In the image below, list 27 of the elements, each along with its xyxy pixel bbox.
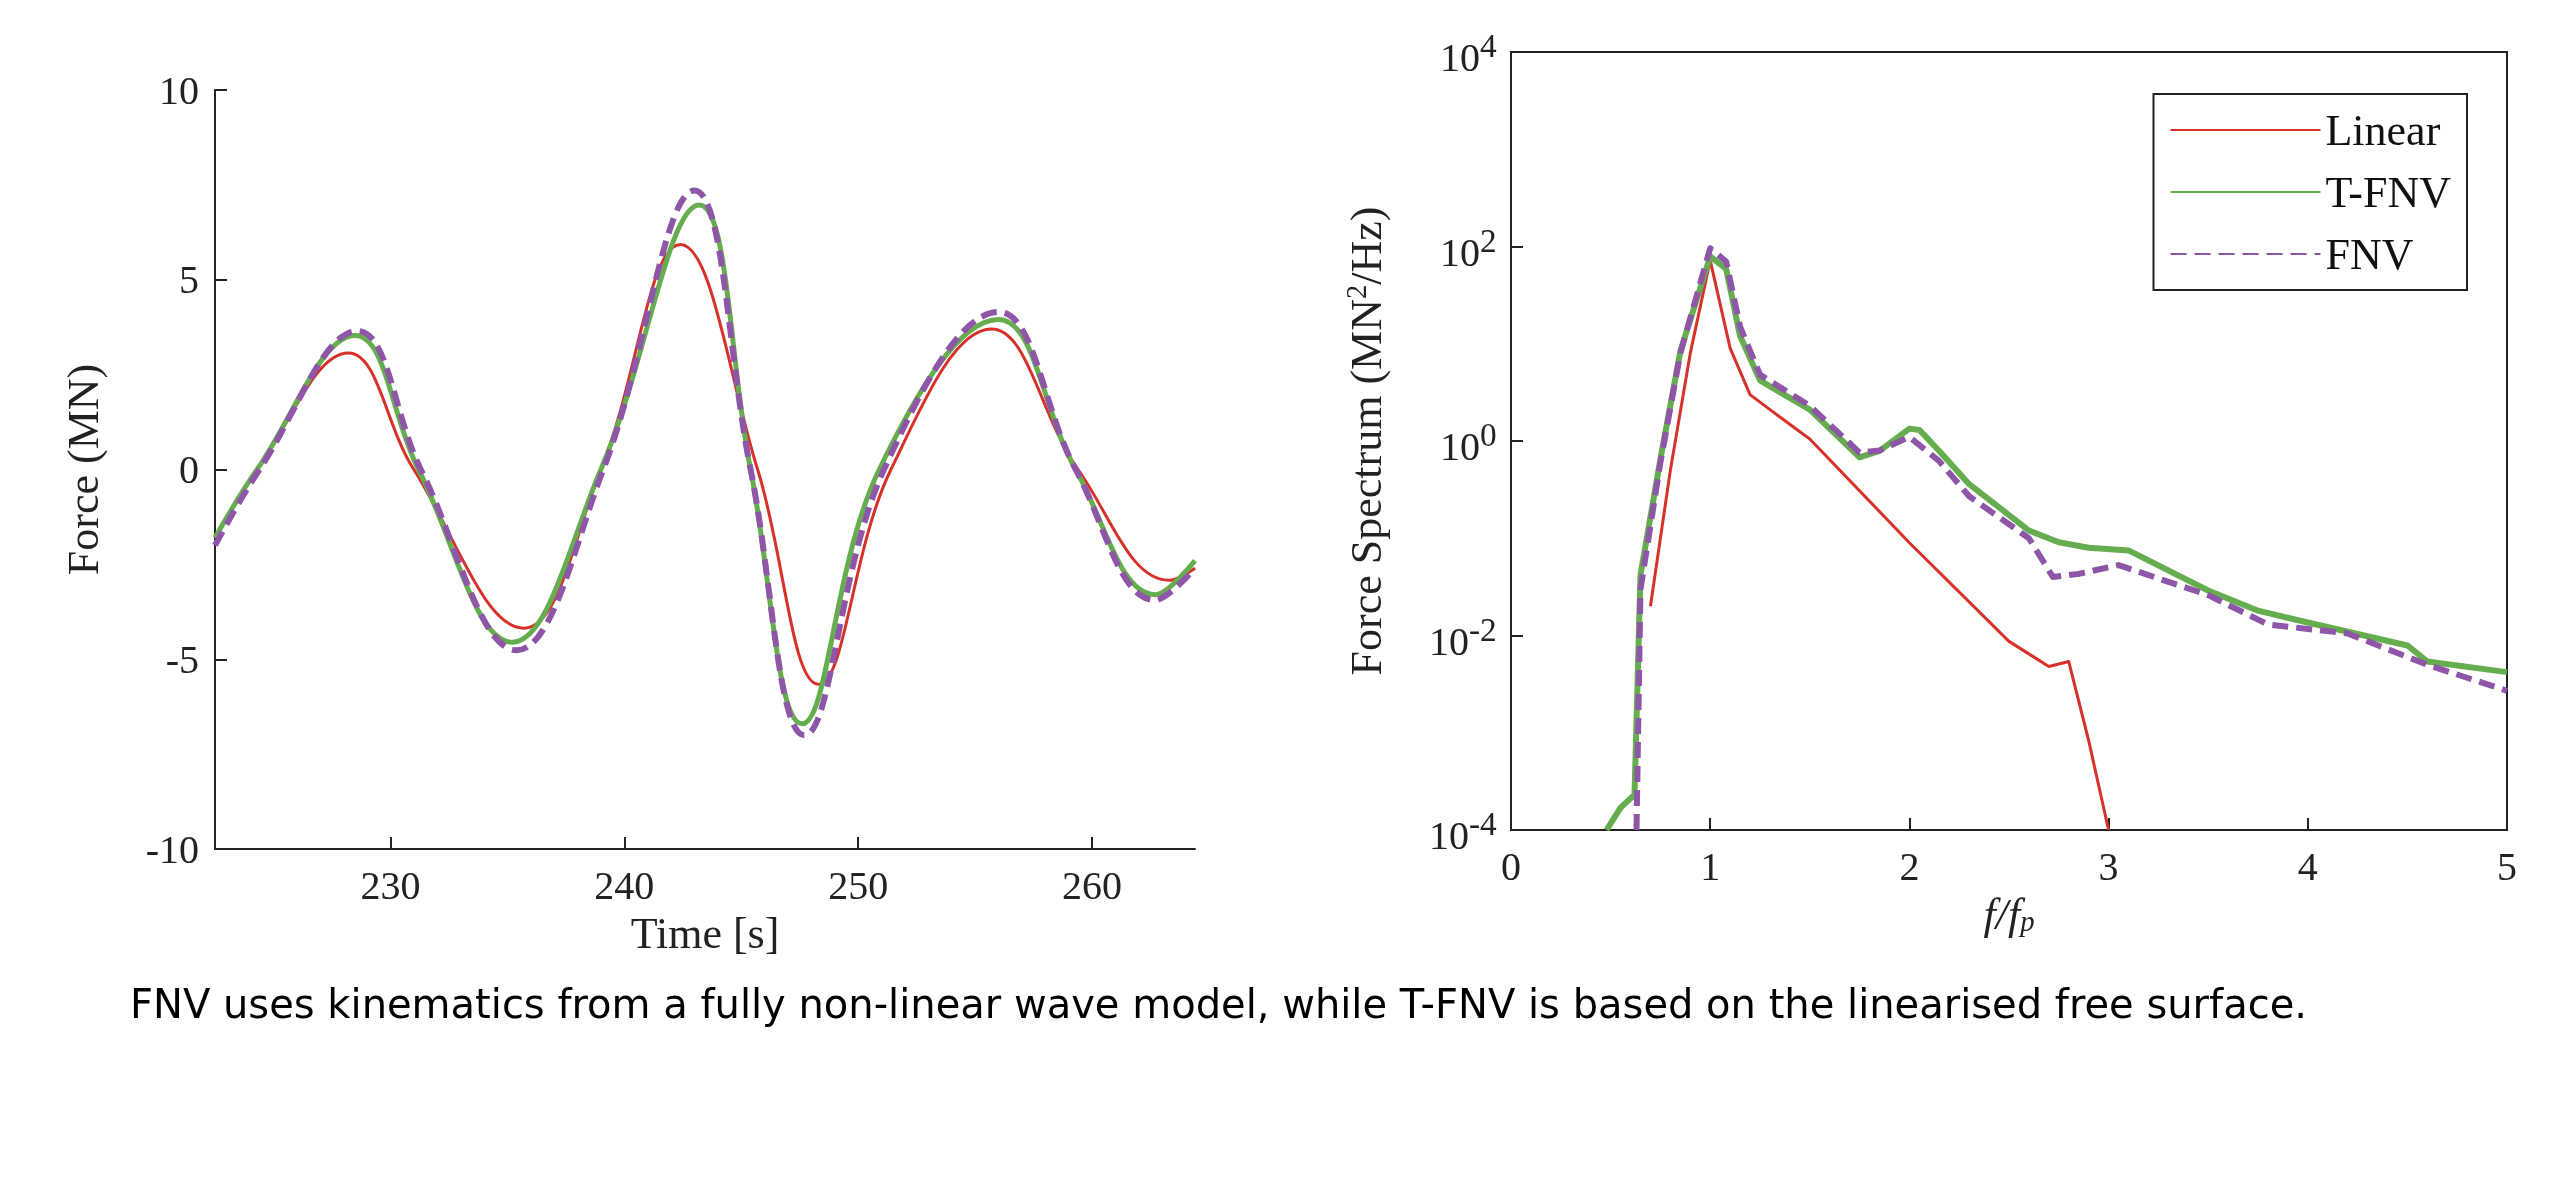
text: FNV uses kinematics from a fully non-linear wave model, while T-FNV is based on the linearised free surface. [130, 980, 2308, 1029]
y-tick-label: 10$^{-2}$ [1429, 609, 1497, 664]
y-tick-label: 5 [179, 257, 199, 303]
y-tick-label: 10$^{2}$ [1440, 220, 1497, 275]
x-tick-label: 3 [2098, 843, 2119, 889]
x-tick-label: 260 [1062, 862, 1123, 908]
x-axis-title: Time [s] [630, 908, 780, 958]
y-tick-label: -5 [165, 636, 199, 682]
y-axis-title: Force Spectrum (MN2/Hz) [1341, 206, 1392, 676]
legend-label: T-FNV [2325, 167, 2452, 217]
y-axis-title: Force (MN) [58, 363, 108, 576]
x-tick-label: 5 [2497, 843, 2517, 889]
y-tick-label: 10$^{0}$ [1440, 415, 1497, 470]
x-tick-label: 2 [1899, 843, 1920, 889]
y-tick-label: -10 [145, 826, 199, 872]
x-tick-label: 240 [594, 862, 655, 908]
y-tick-label: 0 [179, 447, 199, 492]
y-tick-label: 10$^{4}$ [1440, 26, 1497, 81]
y-tick-label: 10 [159, 67, 199, 113]
legend-label: Linear [2325, 105, 2441, 155]
legend-label: FNV [2325, 229, 2414, 279]
x-tick-label: 250 [828, 862, 889, 908]
x-tick-label: 230 [360, 862, 421, 908]
x-tick-label: 1 [1700, 843, 1721, 889]
x-tick-label: 4 [2297, 843, 2318, 889]
x-axis-title: f/fp [1983, 889, 2035, 939]
y-tick-label: 10$^{-4}$ [1429, 804, 1497, 859]
